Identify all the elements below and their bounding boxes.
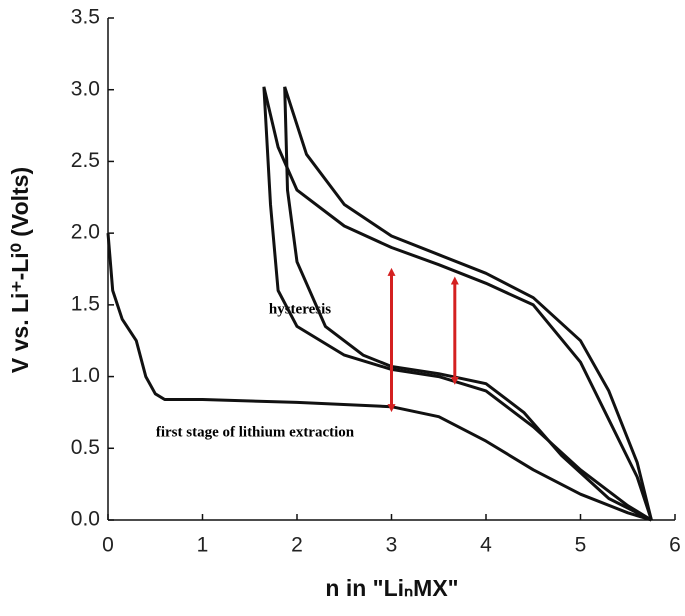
voltage-curve [262,86,653,521]
x-tick-label: 2 [291,534,303,557]
y-tick-label: 0.0 [71,508,100,531]
y-tick-label: 0.5 [71,436,100,459]
x-tick-label: 5 [575,534,587,557]
y-tick-label: 2.0 [71,221,100,244]
y-tick-label: 3.5 [71,6,100,29]
x-axis-label: n in "LiₙMX" [325,575,458,601]
voltage-curve [262,86,653,522]
annotation: first stage of lithium extraction [156,424,355,440]
x-tick-label: 1 [197,534,209,557]
voltage-curve [283,86,653,521]
y-tick-label: 2.5 [71,149,100,172]
y-tick-label: 1.5 [71,292,100,315]
voltage-curve [283,86,653,522]
x-tick-label: 6 [669,534,681,557]
x-tick-label: 4 [480,534,492,557]
x-tick-label: 0 [102,534,114,557]
y-tick-label: 1.0 [71,364,100,387]
y-tick-label: 3.0 [71,77,100,100]
voltage-curve [106,232,652,522]
y-axis-label: V vs. Li⁺-Li⁰ (Volts) [7,167,33,373]
x-tick-label: 3 [386,534,398,557]
